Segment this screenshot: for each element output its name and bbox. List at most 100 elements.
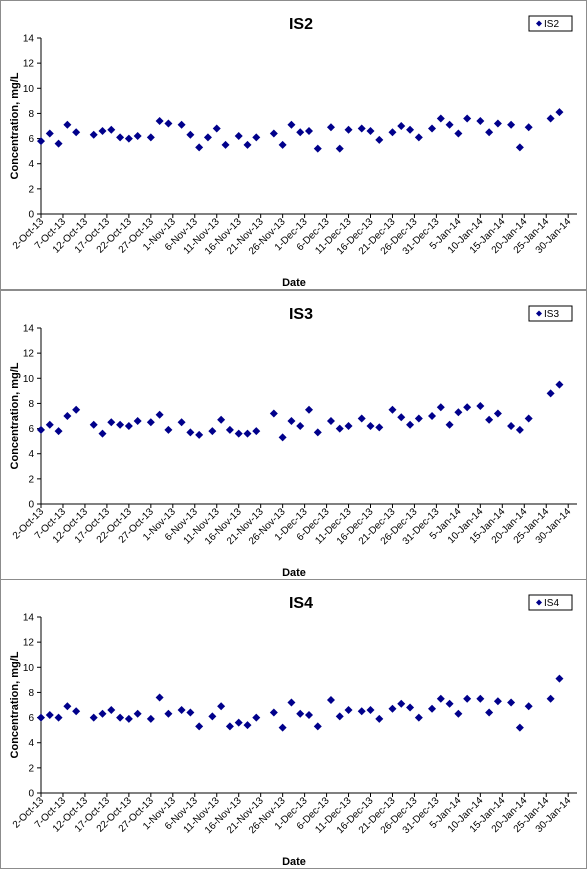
data-point [225,722,234,731]
data-point [133,709,142,718]
data-point [164,709,173,718]
data-point [54,713,63,722]
y-tick-label: 8 [28,399,34,410]
data-point [208,427,217,436]
chart-title: IS4 [289,595,313,612]
y-tick-label: 0 [28,210,34,221]
data-point [524,123,533,132]
data-point [186,428,195,437]
data-point [195,430,204,439]
data-point [124,714,133,723]
data-point [217,702,226,711]
y-tick-label: 8 [28,109,34,120]
y-tick-label: 10 [23,84,35,95]
data-point [195,722,204,731]
data-point [278,433,287,442]
legend-marker [536,20,542,27]
data-point [445,699,454,708]
data-point [546,114,555,123]
data-point [98,127,107,136]
data-point [366,706,375,715]
chart-title: IS2 [289,16,313,33]
data-point [388,704,397,713]
data-point [45,711,54,720]
data-point [155,410,164,419]
data-point [186,130,195,139]
data-point [124,134,133,143]
y-tick-label: 0 [28,500,34,511]
data-point [305,711,313,720]
y-tick-label: 12 [23,59,35,70]
legend-box [528,305,573,322]
y-tick-label: 4 [28,449,34,460]
y-tick-label: 6 [28,713,34,724]
data-point [485,128,494,137]
data-point [45,129,54,138]
data-point [406,703,415,712]
data-point [296,422,305,431]
data-point [335,712,344,721]
data-point [107,418,116,427]
data-point [195,143,204,152]
data-point [428,124,437,133]
data-point [107,125,116,134]
data-point [428,412,437,420]
data-point [296,709,305,718]
data-point [186,708,195,717]
y-tick-label: 4 [28,738,34,749]
data-point [296,128,305,137]
data-point [98,429,107,438]
y-tick-label: 4 [28,159,34,170]
data-point [375,423,384,432]
data-point [37,137,45,146]
data-point [217,415,226,424]
data-point [212,124,221,133]
data-point [146,133,155,142]
data-point [221,140,230,149]
data-point [436,114,445,123]
data-point [203,133,212,142]
y-tick-label: 10 [23,374,35,385]
data-point [72,405,81,414]
data-point [164,425,173,434]
chart-svg: IS2024681012142-Oct-137-Oct-1312-Oct-131… [9,15,577,289]
series-is3 [37,380,564,442]
data-point [155,116,164,125]
legend-box [528,594,573,611]
legend: IS3 [528,305,573,322]
y-axis-title: Concentration, mg/L [9,72,21,179]
data-point [243,140,252,149]
data-point [344,422,353,431]
data-point [454,709,463,718]
data-point [375,714,384,723]
data-point [485,708,494,717]
data-point [278,723,287,732]
data-point [463,403,472,412]
data-point [116,713,125,722]
y-tick-label: 2 [28,184,34,195]
data-point [507,698,516,707]
y-axis-title: Concentration, mg/L [9,362,21,469]
data-point [515,723,524,732]
data-point [326,695,335,704]
data-point [146,714,155,723]
data-point [305,127,313,136]
chart-panel-is2: IS2 0 2 4 6 8 10 12 14 2-Oct-13 7-Oct-13 12-Oct-13 1… [0,0,587,290]
data-point [225,425,234,434]
data-point [406,125,415,134]
data-point [133,132,142,141]
data-point [287,698,296,707]
legend-box [528,15,573,32]
y-tick-label: 0 [28,789,34,800]
data-point [234,429,243,438]
chart-svg: IS3024681012142-Oct-137-Oct-1312-Oct-131… [9,305,577,579]
data-point [555,108,564,117]
data-point [37,713,45,722]
data-point [375,135,384,144]
data-point [476,116,485,125]
data-point [208,712,217,721]
data-point [515,143,524,152]
data-point [63,120,72,129]
data-point [54,427,63,436]
